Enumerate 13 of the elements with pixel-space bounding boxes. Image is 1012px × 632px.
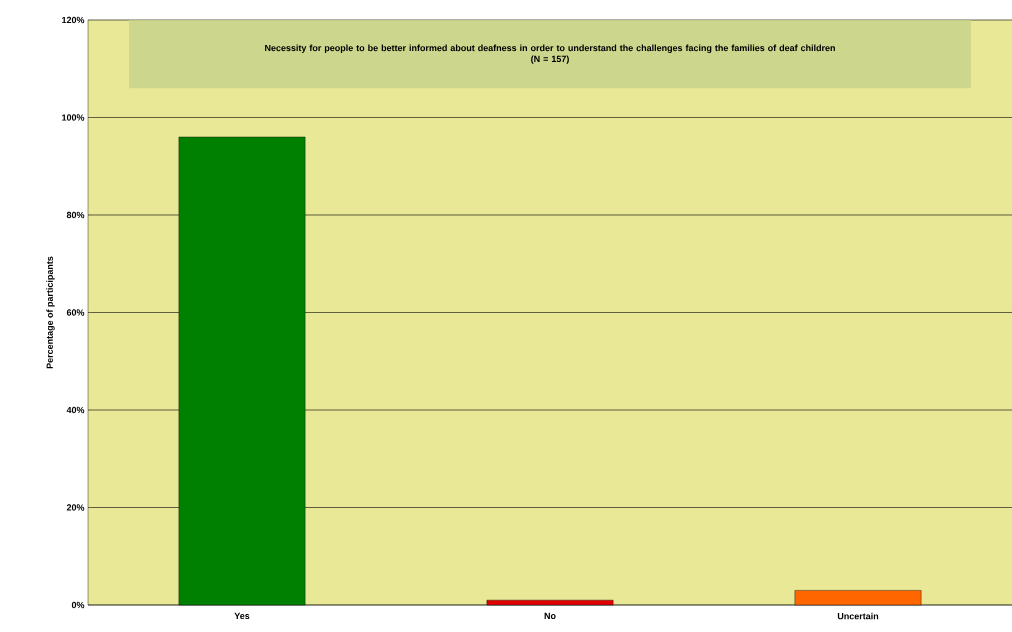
y-tick-label: 100%	[62, 114, 85, 121]
text: (N = 157)	[531, 55, 569, 64]
y-tick-label: 0%	[71, 601, 85, 609]
x-tick-label: Uncertain	[837, 612, 879, 620]
y-tick-label: 20%	[66, 504, 85, 511]
text: Necessity for people to be better informed about deafness in order to understand the challenges facing the families of deaf children	[265, 44, 835, 53]
x-tick-label: No	[544, 612, 556, 620]
y-tick-label: 40%	[66, 406, 85, 414]
y-tick-label: 60%	[66, 309, 85, 316]
y-axis-title: Percentage of participants	[46, 256, 55, 369]
y-tick-label: 120%	[62, 16, 85, 24]
y-tick-label: 80%	[66, 211, 85, 219]
x-tick-label: Yes	[234, 612, 250, 620]
